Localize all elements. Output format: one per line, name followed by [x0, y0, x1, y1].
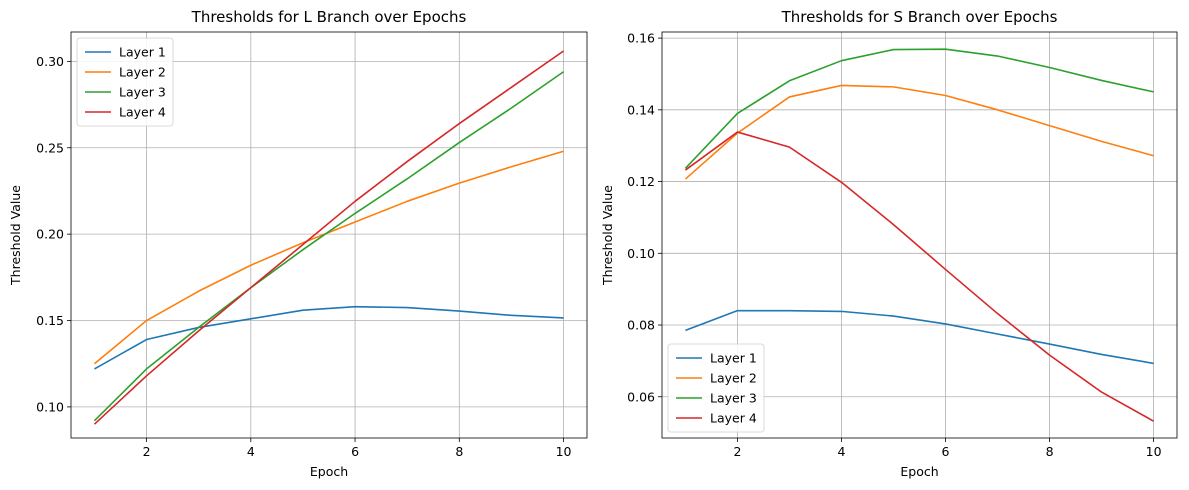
- y-tick-label: 0.30: [36, 54, 64, 69]
- x-tick-label: 2: [733, 444, 741, 459]
- plot-frame: [70, 31, 588, 439]
- y-tick-label: 0.06: [627, 389, 655, 404]
- y-tick-label: 0.12: [627, 174, 655, 189]
- x-tick-label: 4: [247, 444, 255, 459]
- chart-title: Thresholds for S Branch over Epochs: [781, 8, 1058, 26]
- x-tick-label: 6: [942, 444, 950, 459]
- y-tick-label: 0.08: [627, 318, 655, 333]
- legend-entry: Layer 1: [710, 351, 757, 366]
- y-tick-label: 0.14: [627, 102, 655, 117]
- series-line-layer-3: [93, 71, 565, 422]
- x-axis-label: Epoch: [900, 464, 938, 479]
- series-line-layer-1: [685, 309, 1154, 365]
- y-tick-label: 0.16: [627, 31, 655, 46]
- x-tick-label: 8: [1046, 444, 1054, 459]
- legend-box: [667, 343, 765, 433]
- y-tick-label: 0.10: [627, 246, 655, 261]
- legend-entry: Layer 4: [119, 105, 166, 120]
- y-tick-label: 0.10: [36, 399, 64, 414]
- legend-entry: Layer 1: [119, 45, 166, 60]
- chart-title: Thresholds for L Branch over Epochs: [191, 8, 467, 26]
- x-tick-label: 8: [455, 444, 463, 459]
- y-tick-label: 0.15: [36, 313, 64, 328]
- x-axis-label: Epoch: [310, 464, 348, 479]
- legend: Layer 1 Layer 2 Layer 3 Layer 4: [76, 37, 174, 127]
- chart-panel-s-branch: 2 4 6 8 10 0.06 0.08 0.10 0.12 0.14 0.16 Thresholds…: [600, 8, 1178, 479]
- y-tick-label: 0.20: [36, 227, 64, 242]
- legend-entry: Layer 2: [119, 65, 166, 80]
- legend-entry: Layer 4: [710, 411, 757, 426]
- chart-panel-l-branch: 2 4 6 8 10 0.10 0.15 0.20 0.25 0.30 Thresholds for…: [8, 8, 588, 479]
- legend-box: [76, 37, 174, 127]
- x-tick-label: 10: [1146, 444, 1162, 459]
- y-axis-label: Threshold Value: [600, 185, 615, 286]
- legend: Layer 1 Layer 2 Layer 3 Layer 4: [667, 343, 765, 433]
- series-line-layer-4: [93, 50, 565, 425]
- legend-entry: Layer 2: [710, 371, 757, 386]
- series-line-layer-4: [684, 131, 1154, 422]
- series-line-layer-2: [684, 84, 1154, 180]
- x-tick-label: 6: [351, 444, 359, 459]
- series-line-layer-1: [94, 305, 564, 370]
- series-line-layer-3: [684, 48, 1154, 169]
- legend-entry: Layer 3: [710, 391, 757, 406]
- y-axis-label: Threshold Value: [8, 185, 23, 286]
- x-tick-label: 10: [556, 444, 572, 459]
- series-line-layer-2: [93, 150, 564, 365]
- x-tick-label: 4: [837, 444, 845, 459]
- legend-entry: Layer 3: [119, 85, 166, 100]
- y-tick-label: 0.25: [36, 140, 64, 155]
- x-tick-label: 2: [143, 444, 151, 459]
- plot-frame: [661, 31, 1178, 439]
